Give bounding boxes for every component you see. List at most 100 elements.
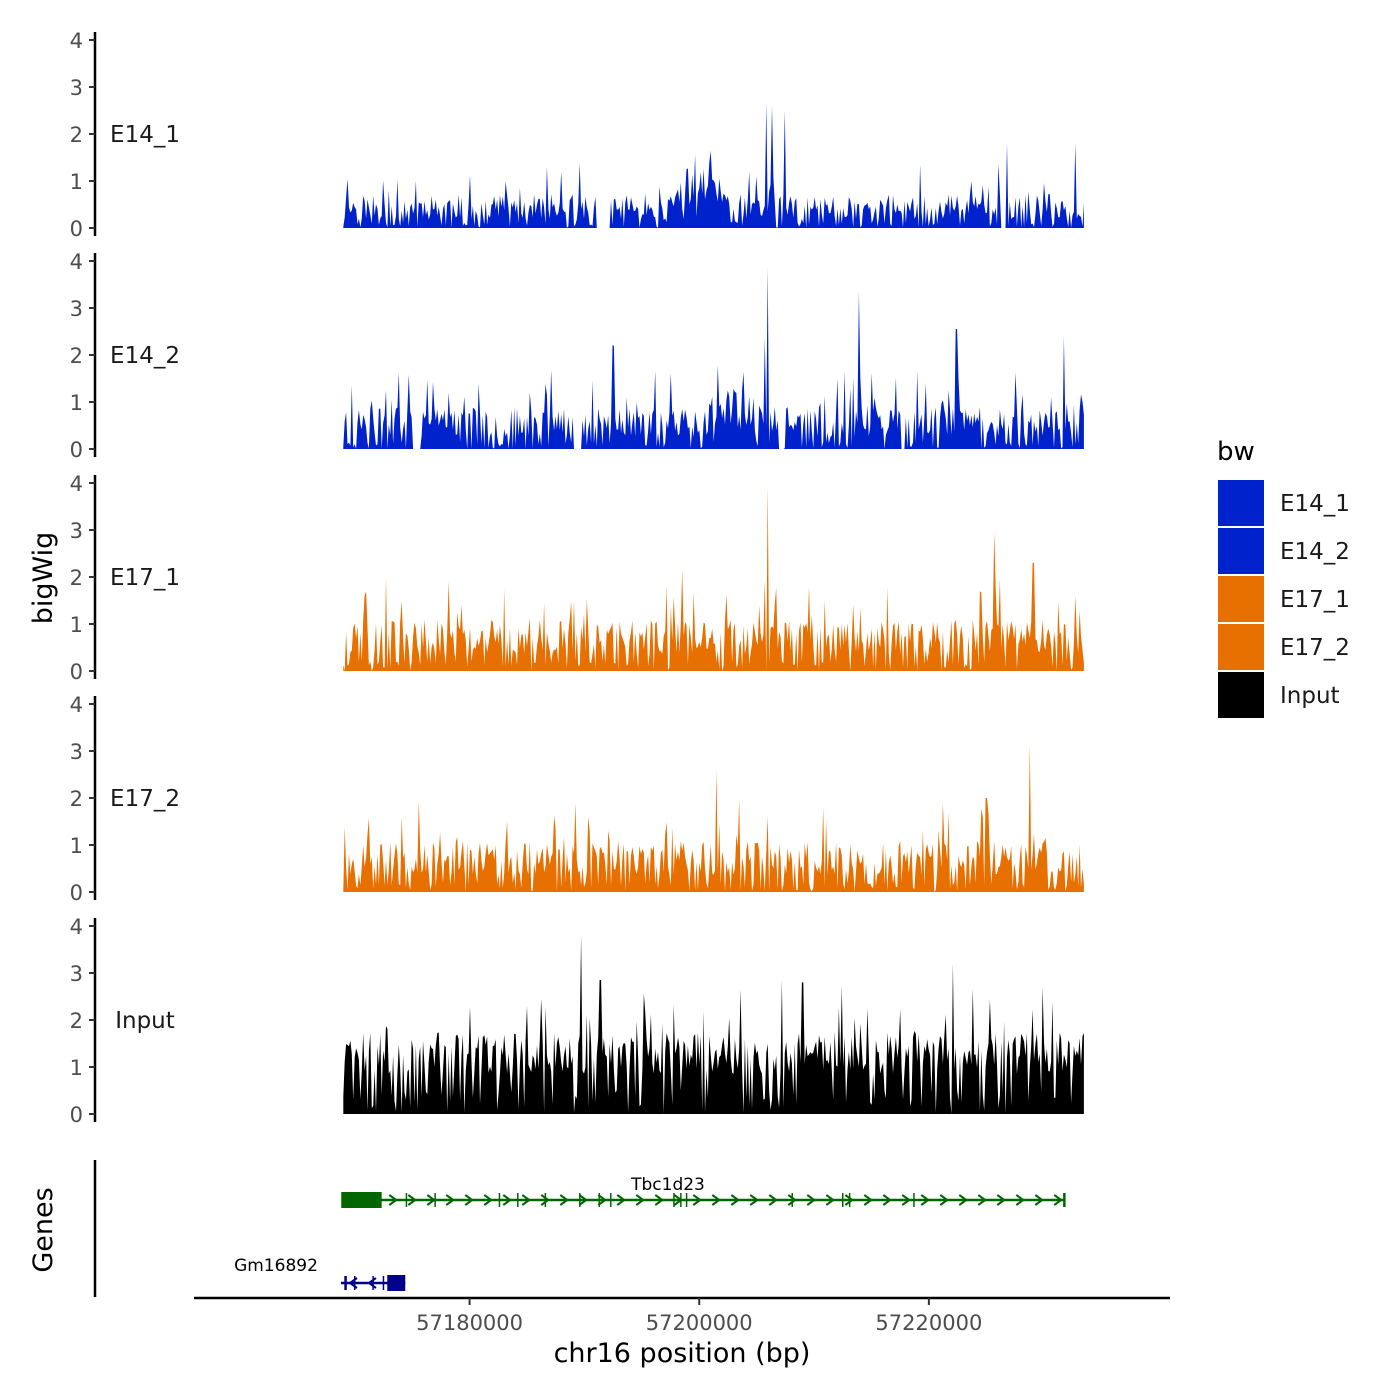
strand-arrow bbox=[445, 1194, 455, 1206]
strand-arrow bbox=[920, 1194, 930, 1206]
strand-arrow bbox=[1053, 1194, 1063, 1206]
y-tick-label: 3 bbox=[70, 76, 83, 100]
strand-arrow bbox=[388, 1194, 398, 1206]
track-E14_2: 0 1 2 3 4 E14_2 bbox=[70, 250, 1084, 462]
exon-block bbox=[341, 1192, 364, 1208]
legend: bw E14_1 E14_2 E17_1 E17_2 Input bbox=[1217, 437, 1350, 718]
y-tick-label: 0 bbox=[70, 217, 83, 241]
track-label: E17_2 bbox=[110, 786, 180, 812]
track-Input: 0 1 2 3 4 Input bbox=[70, 915, 1084, 1127]
legend-swatch-E14_1 bbox=[1218, 480, 1264, 526]
y-tick-label: 2 bbox=[70, 123, 83, 147]
genes-axis-title: Genes bbox=[28, 1187, 59, 1272]
strand-arrow bbox=[977, 1194, 987, 1206]
legend-label: Input bbox=[1280, 683, 1340, 709]
coverage-area-E17_1 bbox=[343, 485, 1084, 671]
legend-label: E17_2 bbox=[1280, 635, 1350, 661]
strand-arrow bbox=[1034, 1194, 1044, 1206]
track-E17_1: 0 1 2 3 4 E17_1 bbox=[70, 472, 1084, 684]
strand-arrow bbox=[426, 1194, 436, 1206]
legend-swatch-Input bbox=[1218, 672, 1264, 718]
x-axis: 57180000 57200000 57220000 bbox=[194, 1296, 1170, 1335]
y-tick-label: 2 bbox=[70, 1009, 83, 1033]
strand-arrow bbox=[996, 1194, 1006, 1206]
y-tick-label: 1 bbox=[70, 170, 83, 194]
strand-arrow bbox=[578, 1194, 588, 1206]
x-tick-label: 57220000 bbox=[875, 1311, 982, 1335]
y-tick-label: 3 bbox=[70, 962, 83, 986]
x-axis-title: chr16 position (bp) bbox=[554, 1338, 811, 1369]
y-tick-label: 1 bbox=[70, 391, 83, 415]
genes-panel: Tbc1d23 Gm16892 bbox=[93, 1160, 1066, 1297]
y-tick-label: 1 bbox=[70, 1056, 83, 1080]
y-tick-label: 2 bbox=[70, 344, 83, 368]
track-label: E17_1 bbox=[110, 565, 180, 591]
legend-swatch-E17_2 bbox=[1218, 624, 1264, 670]
gene-label: Gm16892 bbox=[234, 1256, 318, 1276]
strand-arrow bbox=[692, 1194, 702, 1206]
coverage-area-Input bbox=[343, 935, 1084, 1114]
tracks: 0 1 2 3 4 E14_1 0 1 2 3 4 E14_2 0 1 2 3 4 E17_1 0 1 2 3 4 E17_2… bbox=[70, 29, 1084, 1127]
strand-arrow bbox=[939, 1194, 949, 1206]
legend-title: bw bbox=[1217, 437, 1255, 467]
strand-arrow bbox=[559, 1194, 569, 1206]
y-tick-label: 4 bbox=[70, 472, 83, 496]
y-tick-label: 3 bbox=[70, 740, 83, 764]
coverage-area-E14_2 bbox=[343, 267, 1084, 449]
gene-label: Tbc1d23 bbox=[630, 1175, 705, 1195]
y-tick-label: 0 bbox=[70, 1103, 83, 1127]
y-tick-label: 2 bbox=[70, 787, 83, 811]
track-label: E14_1 bbox=[110, 122, 180, 148]
strand-arrow bbox=[901, 1194, 911, 1206]
strand-arrow bbox=[464, 1194, 474, 1206]
strand-arrow bbox=[616, 1194, 626, 1206]
y-axis-title: bigWig bbox=[28, 532, 59, 625]
coverage-area-E14_1 bbox=[343, 103, 1084, 228]
track-label: E14_2 bbox=[110, 343, 180, 369]
strand-arrow bbox=[1015, 1194, 1025, 1206]
y-tick-label: 1 bbox=[70, 834, 83, 858]
legend-swatch-E17_1 bbox=[1218, 576, 1264, 622]
y-tick-label: 0 bbox=[70, 881, 83, 905]
strand-arrow bbox=[787, 1194, 797, 1206]
legend-label: E14_1 bbox=[1280, 491, 1350, 517]
strand-arrow bbox=[882, 1194, 892, 1206]
strand-arrow bbox=[825, 1194, 835, 1206]
gene-Tbc1d23: Tbc1d23 bbox=[341, 1175, 1066, 1208]
strand-arrow bbox=[768, 1194, 778, 1206]
x-tick-label: 57200000 bbox=[646, 1311, 753, 1335]
strand-arrow bbox=[521, 1194, 531, 1206]
y-tick-label: 2 bbox=[70, 566, 83, 590]
y-tick-label: 4 bbox=[70, 915, 83, 939]
y-tick-label: 3 bbox=[70, 297, 83, 321]
strand-arrow bbox=[711, 1194, 721, 1206]
y-tick-label: 0 bbox=[70, 660, 83, 684]
strand-arrow bbox=[407, 1194, 417, 1206]
strand-arrow bbox=[749, 1194, 759, 1206]
track-E14_1: 0 1 2 3 4 E14_1 bbox=[70, 29, 1084, 241]
legend-swatch-E14_2 bbox=[1218, 528, 1264, 574]
strand-arrow bbox=[540, 1194, 550, 1206]
strand-arrow bbox=[844, 1194, 854, 1206]
x-tick-label: 57180000 bbox=[416, 1311, 523, 1335]
strand-arrow bbox=[483, 1194, 493, 1206]
y-tick-label: 4 bbox=[70, 29, 83, 53]
strand-arrow bbox=[597, 1194, 607, 1206]
y-tick-label: 4 bbox=[70, 693, 83, 717]
strand-arrow bbox=[958, 1194, 968, 1206]
legend-label: E17_1 bbox=[1280, 587, 1350, 613]
strand-arrow bbox=[863, 1194, 873, 1206]
track-label: Input bbox=[115, 1008, 175, 1034]
legend-label: E14_2 bbox=[1280, 539, 1350, 565]
strand-arrow bbox=[654, 1194, 664, 1206]
strand-arrow bbox=[806, 1194, 816, 1206]
gene-Gm16892: Gm16892 bbox=[234, 1256, 406, 1291]
strand-arrow bbox=[635, 1194, 645, 1206]
strand-arrow bbox=[730, 1194, 740, 1206]
y-tick-label: 0 bbox=[70, 438, 83, 462]
exon-block bbox=[387, 1275, 406, 1291]
y-tick-label: 3 bbox=[70, 519, 83, 543]
y-tick-label: 1 bbox=[70, 613, 83, 637]
track-E17_2: 0 1 2 3 4 E17_2 bbox=[70, 693, 1084, 905]
